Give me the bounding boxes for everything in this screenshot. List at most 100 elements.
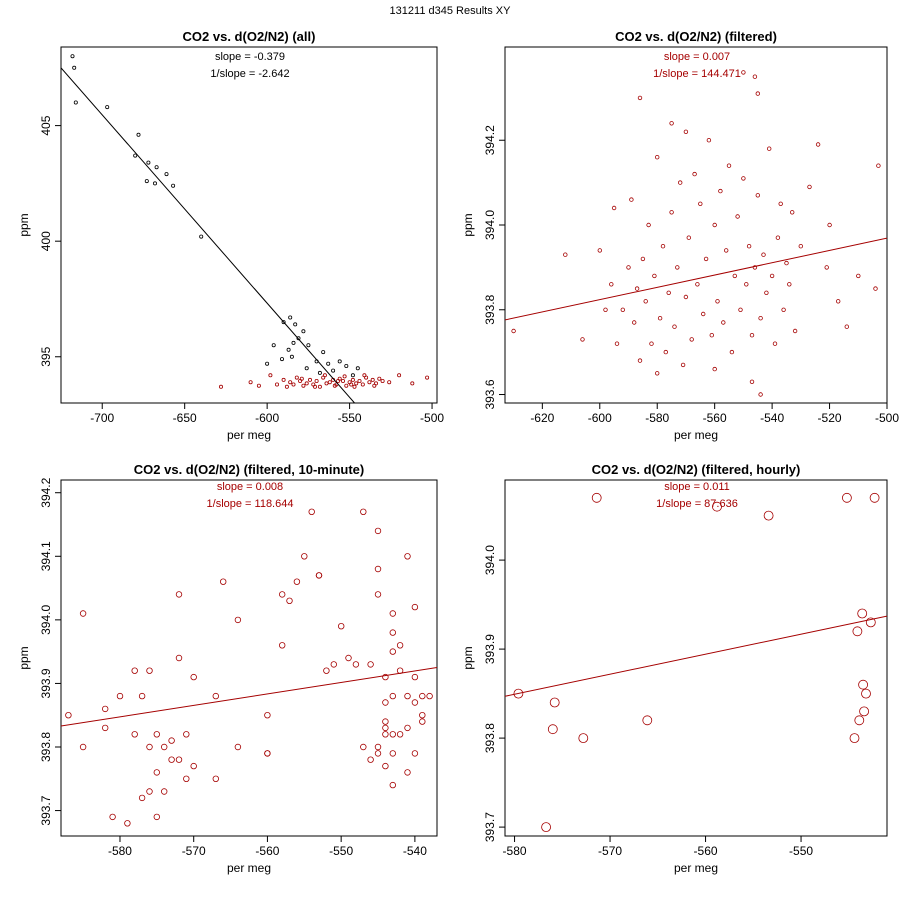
data-point [131,667,138,674]
data-point [65,712,72,719]
data-point [775,235,781,240]
data-point [70,54,75,59]
data-point [301,383,306,388]
data-point [836,299,841,304]
data-point [411,750,419,757]
data-point [597,248,602,253]
data-point [340,378,345,383]
y-tick-label: 405 [39,115,53,135]
plot-area [505,70,887,397]
x-tick-label: -580 [108,844,132,858]
x-tick-label: -580 [503,844,527,858]
data-point [715,299,720,304]
data-point [374,743,382,751]
slope-annotation: slope = 0.008 [217,481,283,493]
data-point [144,179,149,184]
data-point [281,377,286,382]
data-point [79,743,87,751]
data-point [744,282,749,287]
data-point [842,492,852,503]
x-tick-label: -700 [90,411,114,425]
data-point [101,724,109,732]
y-axis-label: ppm [17,646,31,669]
x-tick-label: -560 [694,844,718,858]
inverse-slope-annotation: 1/slope = 118.644 [207,498,294,510]
data-point [279,591,286,598]
data-point [425,375,430,380]
data-point [307,377,312,382]
data-point [256,383,261,388]
data-point [367,380,372,385]
data-point [389,629,396,636]
data-point [749,333,755,338]
data-point [131,731,138,738]
x-tick-label: -550 [329,844,353,858]
data-point [360,508,367,515]
x-axis-label: per meg [227,428,271,442]
data-point [331,368,336,373]
data-point [153,813,160,821]
data-point [338,623,345,630]
data-point [146,160,151,165]
data-point [609,282,614,287]
x-axis-label: per meg [674,861,718,875]
data-point [116,692,124,700]
data-point [755,193,760,198]
data-point [288,315,293,320]
data-point [190,673,197,681]
data-point [154,165,159,170]
data-point [344,363,349,368]
data-point [798,243,803,249]
data-point [683,129,689,134]
data-point [680,362,686,368]
plot-frame [504,46,888,404]
data-point [849,733,860,743]
data-point [578,733,589,743]
data-point [382,724,389,732]
data-point [175,654,183,662]
panel-co2-vs-o2n2-all: CO2 vs. d(O2/N2) (all) slope = -0.379 1/sl… [17,29,444,442]
inverse-slope-annotation: 1/slope = 87.636 [656,498,738,510]
data-point [869,492,880,503]
data-point [284,384,289,389]
data-point [350,377,355,382]
data-point [349,382,354,387]
data-point [701,311,706,317]
data-point [268,373,273,378]
data-point [374,591,382,598]
data-point [146,667,153,674]
data-point [380,378,385,383]
data-point [389,781,396,789]
data-point [404,553,411,560]
x-tick-label: -550 [338,411,362,425]
data-point [404,724,411,732]
chart-title: CO2 vs. d(O2/N2) (filtered, 10-minute) [134,462,364,477]
y-tick-label: 393.7 [483,812,497,842]
regression-line [505,615,887,697]
inverse-slope-annotation: 1/slope = -2.642 [210,68,289,80]
data-point [695,282,700,287]
data-point [304,381,309,386]
data-point [218,384,223,389]
data-point [382,762,389,770]
data-point [396,731,404,738]
data-point [299,376,304,381]
data-point [274,382,279,387]
data-point [342,374,347,379]
data-point [322,373,327,378]
data-point [355,366,360,371]
data-point [105,105,110,110]
data-point [301,329,306,334]
data-point [146,743,153,751]
data-point [410,381,415,386]
x-tick-label: -540 [760,411,784,425]
data-point [175,591,183,598]
data-point [370,377,375,382]
data-point [678,180,683,185]
data-point [281,320,286,325]
data-point [547,724,558,735]
x-tick-label: -540 [403,844,427,858]
data-point [614,341,620,346]
data-point [629,197,634,202]
y-tick-label: 393.8 [39,732,53,762]
